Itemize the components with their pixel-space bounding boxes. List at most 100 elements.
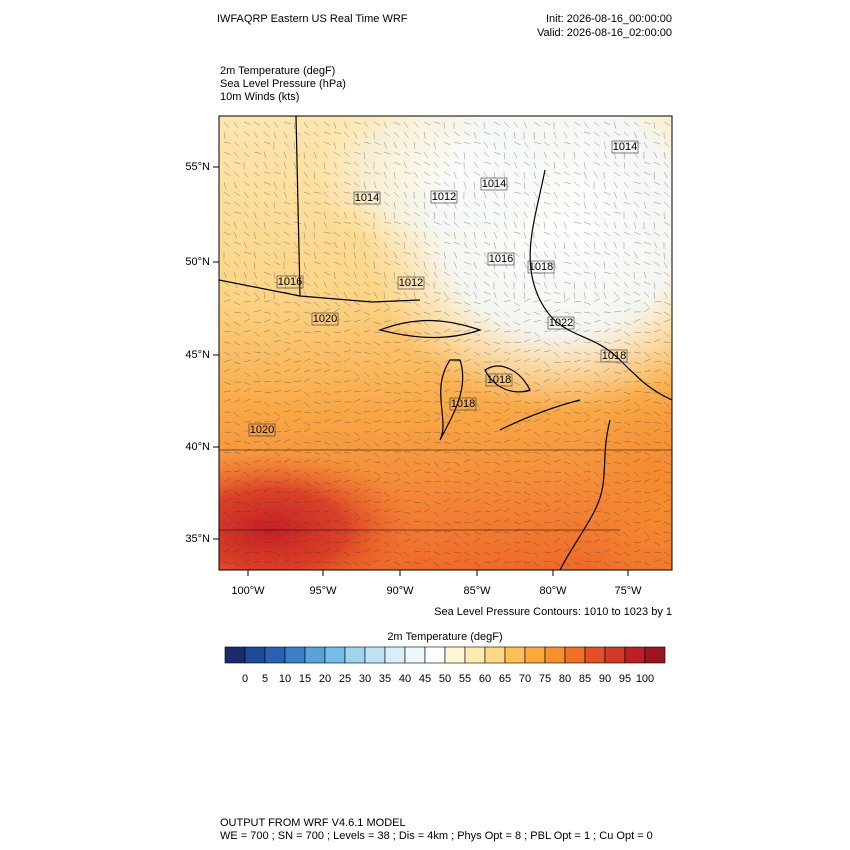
wind-barb — [603, 367, 610, 373]
wind-barb — [613, 329, 621, 333]
wind-barb — [653, 559, 661, 563]
wind-barb — [483, 377, 490, 383]
wind-barb — [473, 551, 481, 556]
wind-barb — [493, 231, 498, 239]
wind-barb — [403, 281, 411, 284]
wind-barb — [603, 351, 611, 354]
wind-barb — [523, 441, 531, 446]
wind-barb — [583, 261, 588, 269]
wind-barb — [543, 291, 551, 295]
wind-barb — [273, 351, 281, 356]
wind-barb — [233, 151, 239, 158]
wind-barb — [593, 251, 601, 255]
wind-barb — [323, 201, 331, 205]
wind-barb — [253, 411, 261, 415]
wind-barb — [353, 371, 360, 377]
contour-label: 1012 — [432, 191, 456, 203]
wind-barb — [253, 460, 261, 463]
wind-barb — [233, 261, 240, 268]
wind-barb — [333, 340, 341, 343]
wind-barb — [243, 409, 251, 413]
wind-barb — [473, 291, 477, 299]
wind-barb — [543, 398, 551, 403]
wind-barb — [573, 511, 581, 514]
wind-barb — [243, 221, 248, 229]
wind-barb — [633, 181, 641, 185]
wind-barb — [503, 548, 511, 553]
wind-barb — [253, 251, 257, 259]
wind-barb — [643, 331, 651, 334]
wind-barb — [533, 131, 535, 139]
wind-barb — [333, 519, 341, 523]
wind-barb — [253, 478, 261, 483]
wind-barb — [233, 131, 239, 138]
wind-barb — [293, 131, 301, 135]
wind-barb — [403, 539, 411, 543]
wind-barb — [353, 511, 360, 517]
wind-barb — [613, 191, 618, 199]
wind-barb — [363, 181, 366, 189]
wind-barb — [393, 251, 398, 259]
wind-barb — [393, 499, 401, 503]
wind-barb — [233, 461, 241, 466]
wind-barb — [303, 251, 311, 256]
wind-barb — [223, 461, 230, 467]
wind-barb — [583, 470, 591, 473]
wind-barb — [623, 501, 631, 504]
wind-barb — [573, 411, 581, 415]
wind-barb — [283, 541, 291, 544]
wind-barb — [543, 411, 551, 416]
wind-barb — [263, 550, 271, 553]
wind-barb — [263, 391, 271, 394]
wind-barb — [323, 419, 331, 423]
contour-label: 1020 — [250, 424, 274, 436]
wind-barb — [233, 231, 238, 239]
wind-barb — [413, 321, 421, 324]
wind-barb — [663, 121, 671, 126]
wind-barb — [613, 531, 621, 536]
wind-barb — [293, 301, 301, 306]
wind-barb — [483, 201, 487, 209]
wind-barb — [323, 231, 331, 234]
wind-barb — [543, 151, 548, 159]
wind-barb — [653, 551, 661, 553]
wind-barb — [343, 301, 351, 306]
contour-label: 1014 — [355, 192, 379, 204]
wind-barb — [293, 551, 300, 557]
wind-barb — [303, 181, 310, 187]
wind-barb — [563, 181, 571, 185]
wind-barb — [333, 211, 340, 218]
wind-barb — [653, 191, 661, 195]
wind-barb — [473, 141, 481, 144]
wind-barb — [623, 121, 630, 127]
wind-barb — [623, 441, 631, 443]
wind-barb — [263, 311, 271, 314]
wind-barb — [403, 481, 411, 484]
wind-barb — [653, 121, 655, 129]
wind-barb — [593, 211, 599, 218]
wind-barb — [633, 318, 641, 323]
wind-barb — [633, 371, 641, 373]
wind-barb — [533, 251, 539, 258]
wind-barb — [293, 181, 298, 189]
wind-barb — [453, 191, 456, 199]
wind-barb — [223, 531, 231, 534]
wind-barb — [433, 191, 441, 196]
wind-barb — [343, 561, 351, 565]
wind-barb — [453, 419, 461, 423]
wind-barb — [223, 390, 231, 393]
wind-barb — [283, 201, 291, 205]
wind-barb — [263, 369, 271, 373]
wind-barb — [483, 528, 491, 533]
wind-barb — [573, 291, 576, 299]
wind-barb — [403, 151, 410, 157]
wind-barb — [433, 161, 439, 168]
wind-barb — [413, 241, 419, 248]
wind-barb — [233, 541, 241, 547]
wind-barb — [513, 549, 521, 553]
wind-barb — [633, 201, 639, 208]
wind-barb — [413, 301, 420, 307]
wind-barb — [253, 151, 261, 154]
wind-barb — [373, 141, 381, 146]
wind-barb — [363, 211, 371, 215]
